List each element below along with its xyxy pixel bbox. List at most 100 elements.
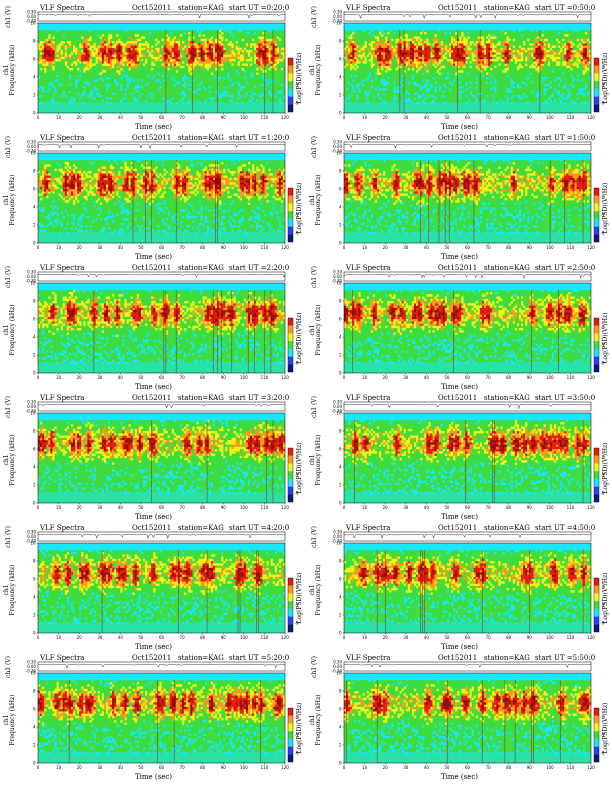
spectrogram-cell <box>38 182 41 185</box>
spectrogram-cell <box>237 175 240 178</box>
spectrogram-cell <box>215 225 218 228</box>
spectrogram-cell <box>85 45 88 48</box>
spectrogram-cell <box>547 59 550 62</box>
spectrogram-cell <box>545 38 548 42</box>
spectrogram-cell <box>83 184 86 187</box>
spectrogram-cell <box>93 47 96 51</box>
spectrogram-cell <box>157 72 160 75</box>
spectrogram-cell <box>44 41 47 44</box>
spectrogram-cell <box>112 65 115 69</box>
spectrogram-cell <box>385 56 388 60</box>
spectrogram-cell <box>399 61 402 64</box>
spectrogram-cell <box>145 59 148 62</box>
spectrogram-cell <box>510 81 513 84</box>
waveform-frame <box>343 11 592 22</box>
spectrogram-cell <box>256 68 259 71</box>
spectrogram-cell <box>56 218 59 221</box>
spectrogram-cell <box>68 77 72 80</box>
spectrogram-cell <box>465 43 468 46</box>
spectrogram-cell <box>72 189 76 192</box>
spectrogram-cell <box>165 222 168 226</box>
spectrogram-cell <box>194 43 197 46</box>
spectrogram-cell <box>252 52 255 55</box>
spectrogram-cell <box>270 50 273 53</box>
spectrogram-cell <box>167 211 170 214</box>
spectrogram-cell <box>586 54 590 57</box>
spectrogram-cell <box>126 41 129 44</box>
spectrogram-cell <box>405 52 408 55</box>
spectrogram-cell <box>159 209 162 212</box>
spectrogram-cell <box>461 65 464 69</box>
spectrogram-cell <box>202 186 205 190</box>
spectrogram-cell <box>77 200 80 203</box>
spectrogram-cell <box>161 220 164 223</box>
spectrogram-cell <box>188 43 191 46</box>
spectrogram-cell <box>492 36 495 39</box>
spectrogram-cell <box>358 83 361 87</box>
spectrogram-cell <box>523 41 526 44</box>
spectrogram-cell <box>122 43 125 46</box>
spectrogram-cell <box>124 171 127 174</box>
spectrogram-cell <box>586 56 590 60</box>
spectrogram-cell <box>350 184 353 187</box>
spectrogram-cell <box>210 191 214 194</box>
spectrogram-cell <box>418 54 421 57</box>
spectrogram-cell <box>539 41 542 44</box>
spectrogram-cell <box>235 177 238 181</box>
spectrogram-cell <box>381 54 384 57</box>
spectrogram-cell <box>204 207 207 210</box>
spectrogram-cell <box>221 59 224 62</box>
spectrogram-cell <box>488 43 491 46</box>
spectrogram-cell <box>481 63 485 66</box>
spectrogram-cell <box>358 231 361 235</box>
spectrogram-cell <box>378 56 382 60</box>
spectrogram-cell <box>124 164 127 167</box>
spectrogram-cell <box>99 166 102 169</box>
spectrogram-cell <box>103 45 107 48</box>
spectrogram-cell <box>463 43 466 46</box>
spectrogram-cell <box>145 162 148 165</box>
spectrogram-cell <box>235 180 238 183</box>
spectrogram-cell <box>221 68 224 71</box>
spectrogram-cell <box>93 184 96 187</box>
spectrogram-cell <box>200 207 203 210</box>
spectrogram-cell <box>282 182 286 185</box>
spectrogram-cell <box>231 159 234 163</box>
spectrogram-cell <box>260 36 263 39</box>
spectrogram-cell <box>50 56 53 60</box>
spectrogram-cell <box>83 171 86 174</box>
spectrogram-cell <box>558 50 561 53</box>
spectrogram-cell <box>451 50 454 53</box>
spectrogram-cell <box>89 184 92 187</box>
spectrogram-cell <box>362 173 365 176</box>
spectrogram-cell <box>93 97 96 100</box>
spectrogram-cell <box>223 47 226 51</box>
spectrogram-cell <box>383 43 386 46</box>
spectrogram-cell <box>52 36 55 39</box>
spectrogram-cell <box>72 186 76 190</box>
spectrogram-cell <box>155 166 158 169</box>
spectrogram-cell <box>56 59 59 62</box>
spectrogram-cell <box>38 202 41 205</box>
spectrogram-cell <box>215 200 218 203</box>
spectrogram-cell <box>58 182 61 185</box>
spectrogram-cell <box>208 54 212 57</box>
spectrogram-cell <box>407 38 411 42</box>
spectrogram-cell <box>114 159 117 163</box>
spectrogram-cell <box>395 47 398 51</box>
spectrogram-cell <box>219 97 222 100</box>
spectrogram-cell <box>89 29 92 33</box>
spectrogram-cell <box>215 52 218 55</box>
spectrogram-cell <box>350 63 353 66</box>
spectrogram-cell <box>366 218 369 221</box>
spectrogram-cell <box>432 43 435 46</box>
spectrogram-cell <box>374 45 378 48</box>
spectrogram-cell <box>87 50 90 53</box>
spectrogram-cell <box>401 47 404 51</box>
spectrogram-cell <box>64 173 67 176</box>
spectrogram-cell <box>260 195 263 199</box>
spectrogram-cell <box>208 182 212 185</box>
spectrogram-cell <box>101 166 105 169</box>
spectrogram-cell <box>107 198 111 201</box>
